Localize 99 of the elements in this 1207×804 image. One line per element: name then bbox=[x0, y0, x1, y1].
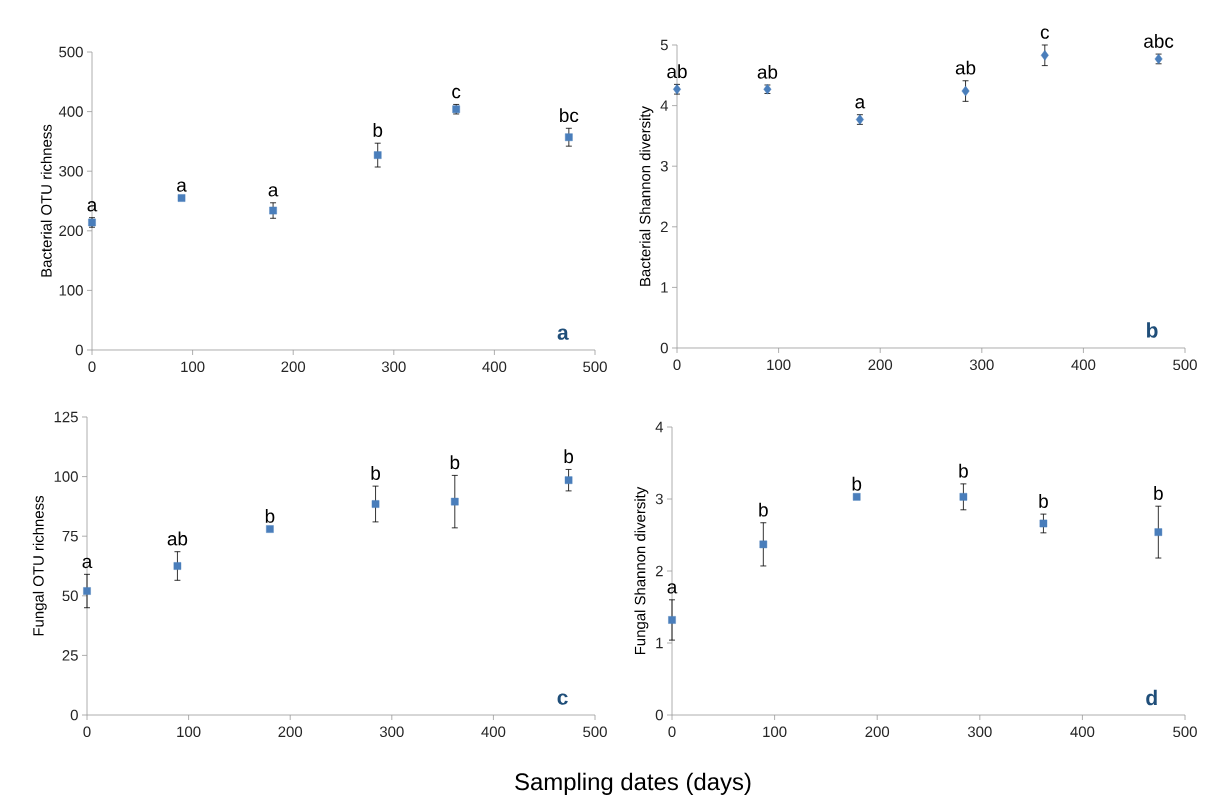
x-tick-label: 500 bbox=[583, 361, 607, 373]
x-tick-label: 500 bbox=[583, 726, 607, 738]
y-tick-label: 100 bbox=[54, 471, 78, 482]
x-tick-label: 300 bbox=[379, 726, 404, 738]
annotation: d bbox=[1146, 689, 1157, 706]
y-tick-label: 500 bbox=[59, 46, 83, 58]
x-tick-label: 100 bbox=[181, 361, 205, 373]
annotation: ab bbox=[757, 64, 778, 79]
point bbox=[961, 85, 970, 97]
point bbox=[373, 151, 382, 159]
annotation: a bbox=[82, 557, 93, 569]
annotation: a bbox=[855, 98, 866, 109]
y-tick-label: 5 bbox=[660, 39, 668, 51]
x-tick-label: 300 bbox=[967, 726, 992, 738]
point bbox=[852, 493, 861, 501]
x-tick-label: 200 bbox=[281, 361, 306, 373]
point bbox=[668, 616, 676, 624]
x-axis-title: Sampling dates (days) bbox=[515, 772, 751, 795]
annotation: c bbox=[1040, 28, 1050, 39]
annotation: bc bbox=[560, 108, 579, 123]
y-tick-label: 400 bbox=[58, 106, 83, 117]
y-tick-label: 2 bbox=[655, 565, 663, 577]
y-axis-title: Bacterial OTU richness bbox=[40, 124, 52, 277]
annotation: b bbox=[265, 508, 275, 523]
x-tick-label: 300 bbox=[969, 359, 994, 371]
x-tick-label: 0 bbox=[88, 361, 96, 373]
x-tick-label: 100 bbox=[763, 726, 787, 738]
x-tick-label: 100 bbox=[177, 726, 201, 738]
point bbox=[565, 133, 573, 142]
annotation: a bbox=[268, 186, 279, 197]
x-tick-label: 500 bbox=[1173, 726, 1197, 738]
point bbox=[83, 587, 91, 595]
y-tick-label: 0 bbox=[70, 709, 78, 721]
annotation: a bbox=[667, 583, 678, 594]
point bbox=[177, 194, 186, 202]
x-tick-label: 400 bbox=[481, 726, 506, 738]
x-tick-label: 500 bbox=[1173, 359, 1197, 371]
y-tick-label: 3 bbox=[655, 493, 663, 505]
annotation: b bbox=[852, 476, 862, 491]
y-tick-label: 25 bbox=[62, 650, 78, 661]
y-tick-label: 100 bbox=[59, 285, 83, 296]
point bbox=[564, 476, 573, 484]
point bbox=[88, 218, 96, 227]
point bbox=[269, 206, 277, 215]
annotation: c bbox=[452, 87, 461, 99]
y-tick-label: 0 bbox=[660, 342, 668, 354]
x-tick-label: 300 bbox=[381, 361, 406, 373]
y-tick-label: 125 bbox=[54, 411, 78, 423]
y-tick-label: 2 bbox=[660, 221, 668, 233]
annotation: abc bbox=[1144, 33, 1174, 48]
annotation: b bbox=[959, 463, 968, 478]
x-tick-label: 400 bbox=[1071, 359, 1096, 371]
annotation: b bbox=[373, 123, 383, 137]
x-tick-label: 0 bbox=[673, 359, 681, 371]
annotation: b bbox=[759, 502, 768, 517]
x-tick-label: 200 bbox=[868, 359, 893, 371]
annotation: ab bbox=[955, 60, 976, 75]
annotation: ab bbox=[167, 531, 188, 546]
point bbox=[1154, 528, 1163, 536]
y-tick-label: 75 bbox=[62, 530, 78, 542]
y-tick-label: 200 bbox=[59, 225, 83, 237]
point bbox=[266, 525, 274, 533]
point bbox=[371, 500, 380, 508]
annotation: b bbox=[1147, 322, 1158, 338]
y-tick-label: 3 bbox=[660, 160, 668, 172]
annotation: c bbox=[557, 693, 568, 705]
y-tick-label: 300 bbox=[59, 165, 83, 177]
y-axis-title: Bacterial Shannon diversity bbox=[639, 106, 654, 286]
point bbox=[1040, 50, 1049, 61]
annotation: b bbox=[450, 455, 460, 470]
annotation: b bbox=[371, 466, 381, 480]
y-tick-label: 4 bbox=[660, 100, 669, 111]
x-tick-label: 400 bbox=[1070, 726, 1095, 738]
annotation: b bbox=[1039, 494, 1048, 508]
x-tick-label: 400 bbox=[482, 361, 507, 373]
y-tick-label: 4 bbox=[655, 421, 664, 433]
y-tick-label: 1 bbox=[661, 282, 668, 293]
x-tick-label: 200 bbox=[278, 726, 303, 738]
annotation: a bbox=[177, 181, 187, 192]
annotation: a bbox=[557, 328, 569, 340]
y-axis-title: Fungal OTU richness bbox=[32, 495, 47, 636]
y-tick-label: 0 bbox=[75, 344, 83, 356]
point bbox=[673, 84, 681, 95]
point bbox=[1039, 519, 1048, 528]
point bbox=[959, 493, 968, 501]
x-tick-label: 200 bbox=[865, 726, 890, 738]
x-tick-label: 0 bbox=[83, 726, 91, 738]
annotation: ab bbox=[667, 64, 687, 79]
y-tick-label: 1 bbox=[656, 637, 663, 649]
x-tick-label: 100 bbox=[767, 359, 791, 371]
y-axis-title: Fungal Shannon diversity bbox=[634, 486, 649, 655]
y-tick-label: 50 bbox=[62, 590, 78, 602]
annotation: a bbox=[87, 201, 98, 212]
y-tick-label: 0 bbox=[655, 709, 663, 721]
annotation: b bbox=[564, 449, 574, 464]
point bbox=[451, 497, 459, 506]
point bbox=[759, 540, 768, 549]
annotation: b bbox=[1154, 486, 1163, 500]
point bbox=[173, 562, 182, 570]
